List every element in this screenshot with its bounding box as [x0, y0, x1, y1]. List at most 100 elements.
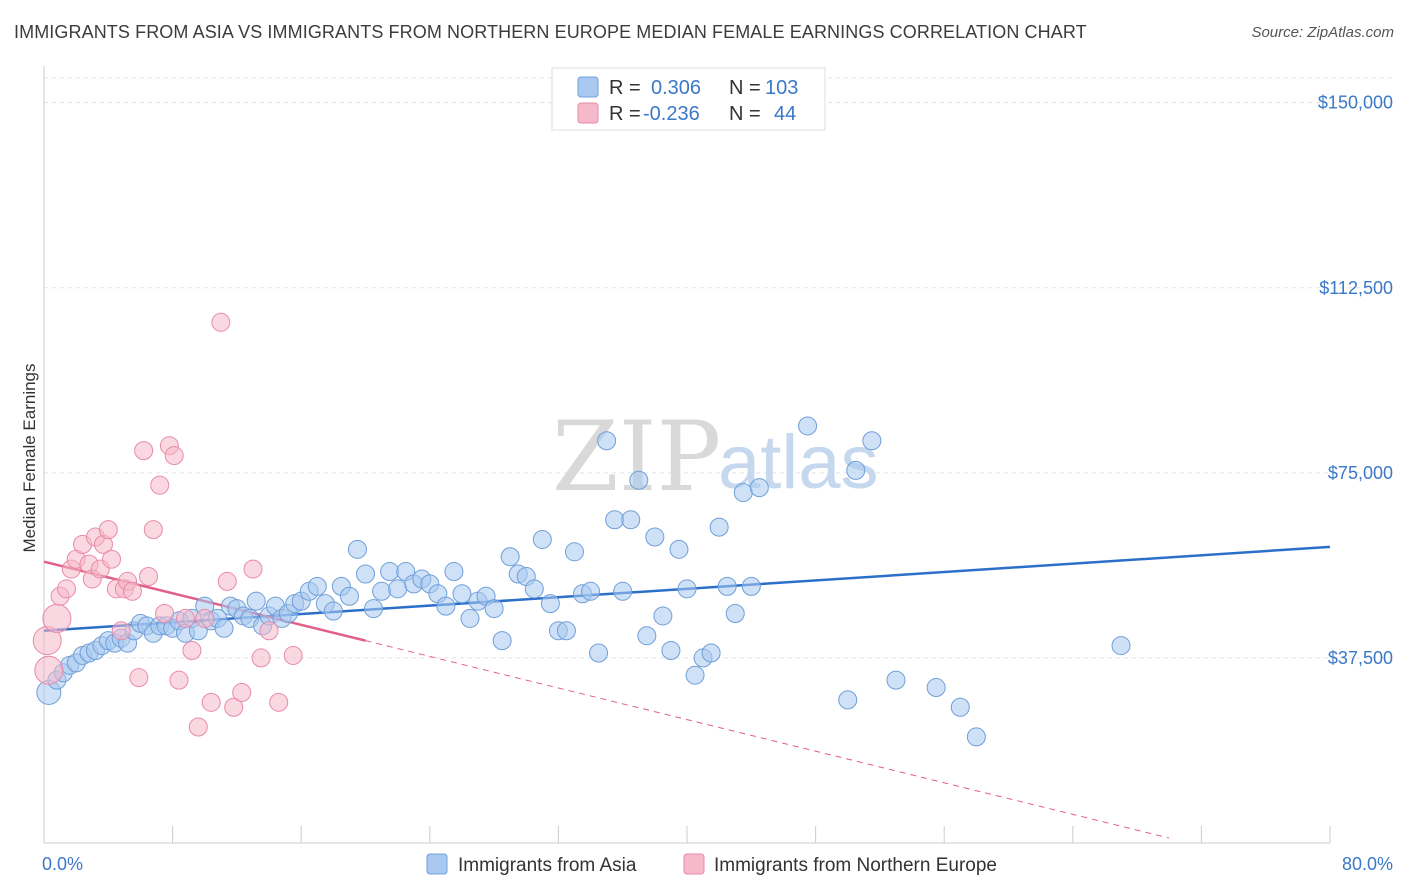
point-asia: [661, 641, 681, 661]
point-asia: [380, 562, 400, 582]
point-northern-europe: [129, 668, 149, 688]
point-asia: [460, 608, 480, 628]
point-northern-europe: [134, 441, 154, 461]
legend-r-value-northern-europe: -0.236: [643, 103, 700, 125]
point-asia: [838, 690, 858, 710]
watermark: ZIP atlas: [552, 401, 879, 513]
point-asia: [950, 697, 970, 717]
point-asia: [926, 678, 946, 698]
point-northern-europe: [182, 641, 202, 661]
legend-swatch-northern-europe: [577, 102, 599, 124]
legend-n-value-asia: 103: [765, 77, 798, 99]
point-asia: [347, 539, 367, 559]
x-tick-label-max: 80.0%: [1342, 854, 1393, 874]
point-northern-europe: [269, 692, 289, 712]
point-asia: [589, 643, 609, 663]
point-asia: [564, 542, 584, 562]
point-northern-europe: [211, 312, 231, 332]
point-asia: [613, 581, 633, 601]
point-northern-europe: [188, 717, 208, 737]
point-northern-europe: [232, 682, 252, 702]
axes: [43, 66, 1331, 844]
point-asia: [685, 665, 705, 685]
point-northern-europe: [217, 571, 237, 591]
point-asia: [749, 478, 769, 498]
legend-r-value-asia: 0.306: [651, 77, 701, 99]
point-northern-europe: [259, 621, 279, 641]
point-asia: [246, 591, 266, 611]
point-asia: [1111, 636, 1131, 656]
point-asia: [621, 510, 641, 530]
point-asia: [581, 581, 601, 601]
point-asia: [214, 618, 234, 638]
point-northern-europe: [138, 566, 158, 586]
point-asia: [524, 579, 544, 599]
point-northern-europe: [283, 645, 303, 665]
point-northern-europe: [111, 621, 131, 641]
point-asia: [323, 601, 343, 621]
point-northern-europe: [251, 648, 271, 668]
x-tick-labels: 0.0% 80.0%: [42, 854, 1393, 874]
y-tick-label: $75,000: [1328, 463, 1393, 483]
legend-n-label-asia: N =: [729, 77, 761, 99]
bottom-legend-label-asia: Immigrants from Asia: [458, 855, 637, 876]
point-asia: [653, 606, 673, 626]
point-asia: [388, 579, 408, 599]
point-northern-europe: [195, 608, 215, 628]
x-tick-label-min: 0.0%: [42, 854, 83, 874]
point-northern-europe: [155, 604, 175, 623]
y-tick-label: $37,500: [1328, 648, 1393, 668]
point-asia: [701, 643, 721, 663]
point-asia: [725, 604, 745, 623]
point-asia: [556, 621, 576, 641]
legend-n-value-northern-europe: 44: [774, 103, 796, 125]
point-northern-europe: [122, 581, 142, 601]
point-asia: [356, 564, 375, 584]
point-asia: [492, 631, 512, 651]
point-northern-europe: [150, 475, 170, 495]
point-northern-europe: [102, 549, 122, 569]
point-asia: [798, 416, 818, 436]
point-asia: [846, 460, 866, 480]
point-asia: [339, 586, 359, 606]
point-asia: [629, 470, 649, 490]
point-asia: [645, 527, 665, 547]
legend: R = 0.306 N = 103 R = -0.236 N = 44: [551, 67, 826, 131]
point-northern-europe: [98, 520, 118, 540]
point-asia: [669, 539, 689, 559]
point-asia: [540, 594, 560, 614]
point-asia: [709, 517, 729, 537]
legend-r-label-asia: R =: [609, 77, 641, 99]
data-points: [32, 312, 1131, 747]
bottom-legend-swatch-asia: [426, 853, 448, 875]
point-northern-europe: [175, 608, 195, 628]
point-asia: [966, 727, 986, 747]
point-northern-europe: [224, 697, 244, 717]
point-northern-europe: [143, 520, 163, 540]
chart-title: IMMIGRANTS FROM ASIA VS IMMIGRANTS FROM …: [14, 22, 1087, 42]
point-asia: [307, 576, 327, 596]
point-asia: [733, 483, 753, 503]
point-asia: [484, 599, 504, 619]
point-northern-europe: [34, 655, 64, 685]
bottom-legend-label-northern-europe: Immigrants from Northern Europe: [714, 855, 997, 876]
point-asia: [637, 626, 657, 646]
point-northern-europe: [57, 579, 77, 599]
point-asia: [597, 431, 617, 451]
point-asia: [364, 599, 384, 619]
point-northern-europe: [201, 692, 221, 712]
point-asia: [444, 562, 464, 582]
watermark-zip: ZIP: [552, 401, 721, 513]
source-label: Source: ZipAtlas.com: [1251, 24, 1394, 41]
point-asia: [717, 576, 737, 596]
point-asia: [372, 581, 392, 601]
legend-r-label-northern-europe: R =: [609, 103, 641, 125]
point-asia: [741, 576, 761, 596]
point-northern-europe: [164, 446, 184, 466]
legend-n-label-northern-europe: N =: [729, 103, 761, 125]
point-asia: [436, 596, 456, 616]
y-tick-label: $150,000: [1318, 93, 1393, 113]
point-asia: [677, 579, 697, 599]
y-axis-title: Median Female Earnings: [20, 364, 39, 553]
